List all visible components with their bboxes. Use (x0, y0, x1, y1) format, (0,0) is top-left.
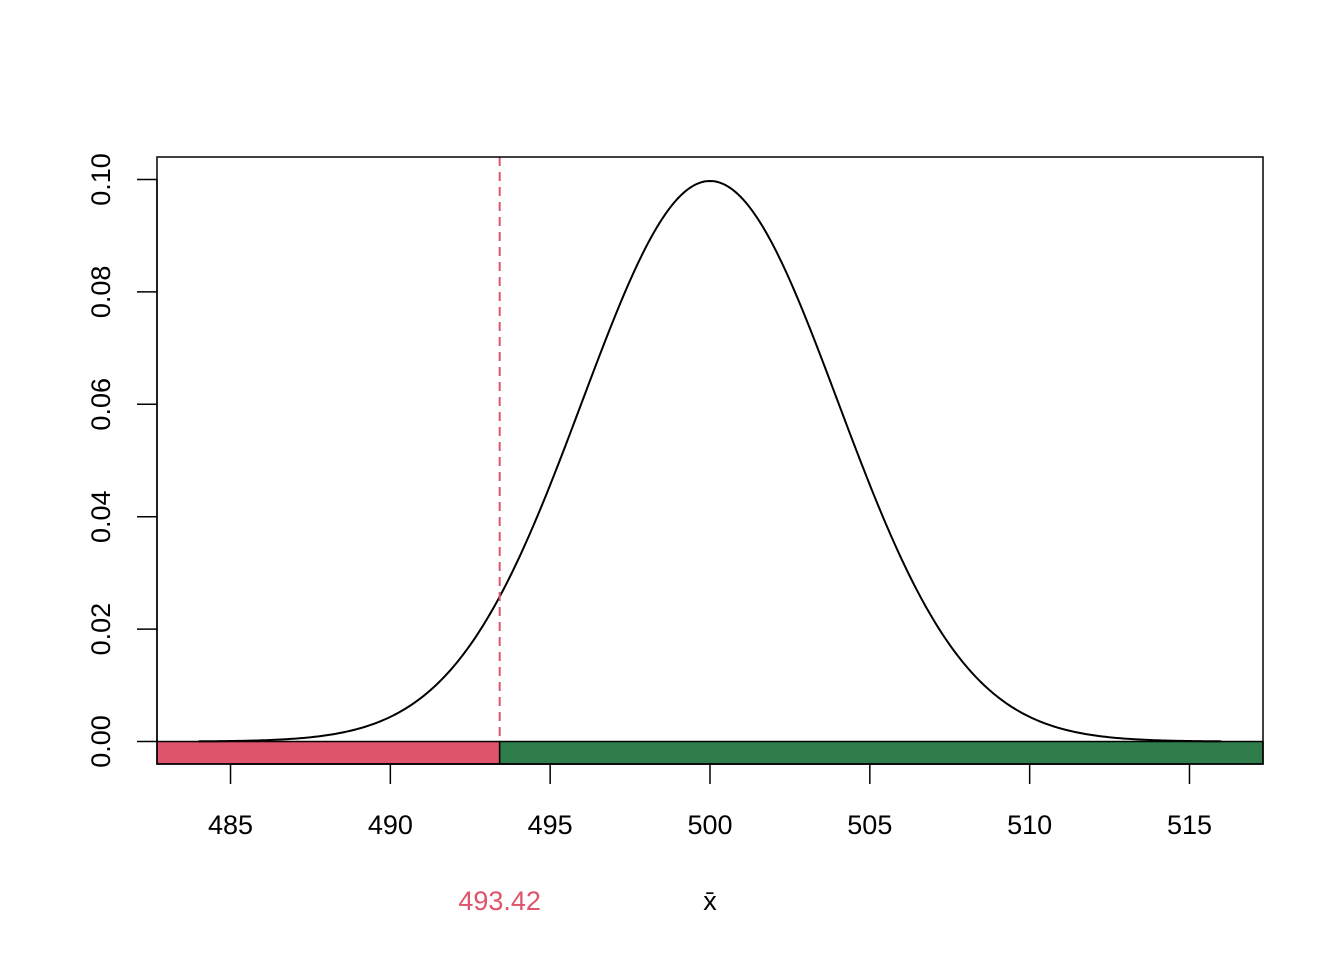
x-tick-label: 505 (847, 810, 892, 840)
x-axis-label: x̄ (703, 886, 717, 916)
y-tick-label: 0.08 (86, 266, 116, 319)
acceptance-region-bar (498, 740, 1264, 765)
y-tick-label: 0.04 (86, 490, 116, 543)
y-tick-label: 0.10 (86, 153, 116, 206)
x-tick-label: 510 (1007, 810, 1052, 840)
x-tick-label: 485 (208, 810, 253, 840)
y-tick-label: 0.00 (86, 715, 116, 768)
y-tick-label: 0.02 (86, 603, 116, 656)
plot-frame (156, 156, 1264, 765)
x-tick-label: 495 (528, 810, 573, 840)
critical-value-label: 493.42 (458, 886, 541, 916)
x-tick-label: 515 (1167, 810, 1212, 840)
x-tick-label: 500 (687, 810, 732, 840)
y-tick-label: 0.06 (86, 378, 116, 431)
rejection-region-bar (156, 740, 501, 765)
x-tick-label: 490 (368, 810, 413, 840)
density-curve (198, 179, 1222, 743)
